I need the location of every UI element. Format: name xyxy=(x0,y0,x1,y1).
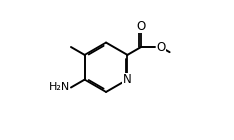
Text: O: O xyxy=(136,20,146,33)
Text: N: N xyxy=(123,73,132,86)
Text: O: O xyxy=(156,40,165,53)
Text: H₂N: H₂N xyxy=(49,82,70,93)
